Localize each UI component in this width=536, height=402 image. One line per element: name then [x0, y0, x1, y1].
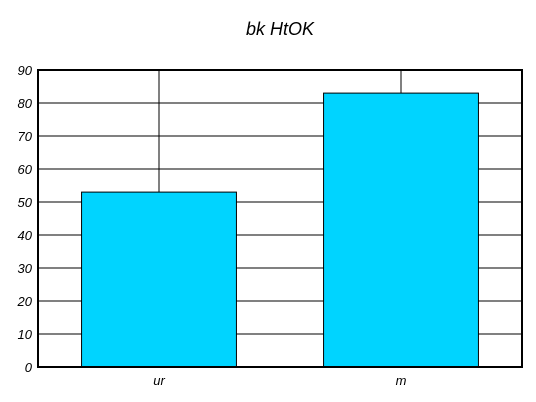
x-tick-label: m [396, 373, 407, 388]
bars [81, 92, 479, 368]
plot-frame [37, 69, 523, 368]
y-tick-label: 0 [25, 360, 33, 375]
y-tick-label: 60 [18, 162, 33, 177]
y-tick-label: 50 [18, 195, 33, 210]
y-tick-label: 80 [18, 96, 33, 111]
y-tick-label: 70 [18, 129, 33, 144]
y-tick-label: 20 [17, 294, 33, 309]
y-tick-label: 30 [18, 261, 33, 276]
x-axis-ticks: ur m [153, 373, 406, 388]
chart-title: bk HtOK [246, 19, 315, 39]
bar-m [323, 92, 479, 368]
y-tick-label: 40 [18, 228, 33, 243]
y-tick-label: 10 [18, 327, 33, 342]
y-axis-ticks: 0 10 20 30 40 50 60 70 80 90 [17, 63, 33, 375]
bar-ur [81, 191, 237, 368]
x-tick-label: ur [153, 373, 165, 388]
y-tick-label: 90 [18, 63, 33, 78]
